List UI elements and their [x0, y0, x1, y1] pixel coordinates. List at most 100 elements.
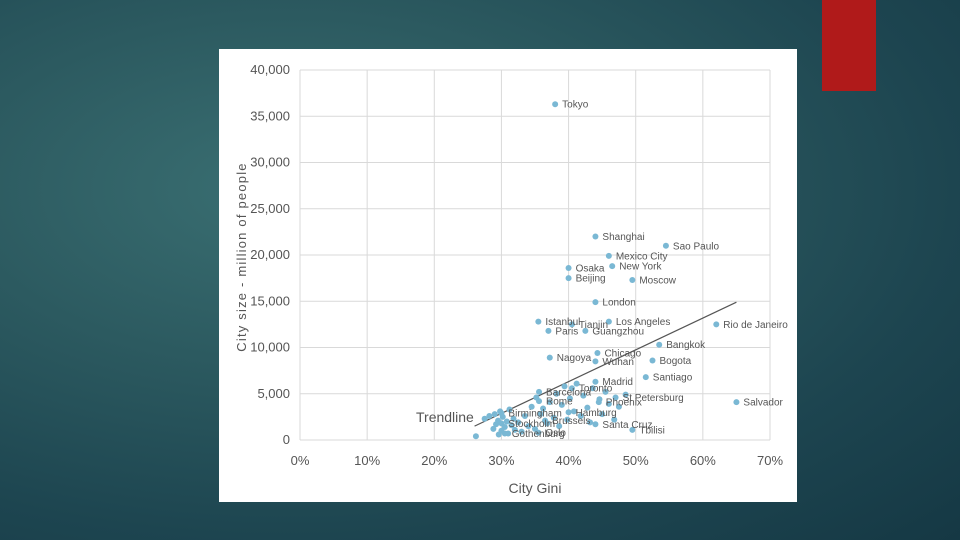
- data-point: [501, 430, 508, 437]
- point-label: Bangkok: [666, 340, 706, 351]
- data-point: [518, 428, 525, 435]
- y-tick-label: 30,000: [250, 155, 290, 170]
- scatter-chart: 0 5,000 10,000 15,000 20,000 25,000 30,000 35,0…: [234, 62, 788, 496]
- data-point: [498, 420, 505, 427]
- data-point: [615, 403, 622, 410]
- data-point: [564, 416, 571, 423]
- point-label: Barcelona: [546, 387, 591, 398]
- point-label: Osaka: [576, 263, 605, 274]
- point-label: Salvador: [743, 398, 783, 409]
- y-tick-label: 5,000: [257, 386, 290, 401]
- data-point: [535, 318, 542, 325]
- point-labels: Tokyo Shanghai Sao Paulo Mexico City Osaka Ne…: [508, 100, 788, 440]
- data-point: [662, 242, 669, 249]
- point-label: Beijing: [576, 274, 606, 285]
- data-point: [542, 417, 549, 424]
- data-point: [486, 412, 493, 419]
- data-point: [510, 415, 517, 422]
- point-label: Phoenix: [606, 398, 642, 409]
- data-point: [545, 327, 552, 334]
- y-tick-label: 25,000: [250, 201, 290, 216]
- data-point: [561, 383, 568, 390]
- data-point: [481, 415, 488, 422]
- data-point: [546, 354, 553, 361]
- data-point: [587, 419, 594, 426]
- data-point: [599, 411, 606, 418]
- point-label: Rome: [546, 397, 573, 408]
- x-tick-label: 20%: [421, 453, 447, 468]
- point-label: Rio de Janeiro: [723, 320, 788, 331]
- data-point: [568, 385, 575, 392]
- data-point: [508, 422, 515, 429]
- y-tick-label: 40,000: [250, 62, 290, 77]
- data-point: [511, 426, 518, 433]
- data-point: [565, 275, 572, 282]
- data-point: [553, 390, 560, 397]
- x-tick-label: 70%: [757, 453, 783, 468]
- data-point: [609, 263, 616, 270]
- data-point: [565, 264, 572, 271]
- data-point: [611, 416, 618, 423]
- data-point: [584, 404, 591, 411]
- data-point: [602, 388, 609, 395]
- data-point: [537, 411, 544, 418]
- point-label: Bogota: [660, 356, 692, 367]
- data-point: [556, 423, 563, 430]
- point-label: New York: [619, 262, 662, 273]
- point-label: St Petersburg: [623, 393, 684, 404]
- data-point: [506, 406, 513, 413]
- data-point: [525, 423, 532, 430]
- data-point: [612, 394, 619, 401]
- point-label: Tbilisi: [639, 425, 665, 436]
- point-label: Wuhan: [602, 357, 634, 368]
- x-tick-label: 40%: [556, 453, 582, 468]
- data-point: [629, 276, 636, 283]
- point-label: Los Angeles: [616, 317, 671, 328]
- x-tick-label: 30%: [488, 453, 514, 468]
- data-point: [605, 400, 612, 407]
- trendline-label: Trendline: [416, 409, 474, 425]
- data-point: [535, 429, 542, 436]
- point-label: Moscow: [639, 275, 676, 286]
- data-point: [546, 399, 553, 406]
- point-label: Madrid: [602, 377, 633, 388]
- y-tick-label: 20,000: [250, 247, 290, 262]
- point-label: Guangzhou: [592, 326, 644, 337]
- data-point: [515, 419, 522, 426]
- point-label: Paris: [555, 326, 578, 337]
- data-point: [577, 412, 584, 419]
- data-point: [521, 412, 528, 419]
- data-point: [594, 350, 601, 357]
- data-point: [605, 252, 612, 259]
- chart-panel: 0 5,000 10,000 15,000 20,000 25,000 30,000 35,0…: [219, 49, 797, 502]
- data-point: [565, 409, 572, 416]
- y-axis-title: City size - million of people: [234, 162, 249, 351]
- point-label: Brussels: [552, 416, 590, 427]
- data-point: [540, 405, 547, 412]
- data-point: [592, 358, 599, 365]
- point-label: Toronto: [579, 384, 613, 395]
- point-label: Tokyo: [562, 100, 589, 111]
- x-tick-label: 60%: [690, 453, 716, 468]
- data-point: [605, 318, 612, 325]
- data-point: [536, 388, 543, 395]
- y-tick-label: 35,000: [250, 108, 290, 123]
- point-label: Stockholm: [508, 419, 555, 430]
- data-point: [595, 399, 602, 406]
- data-point: [491, 411, 498, 418]
- point-label: Birmingham: [508, 409, 561, 420]
- data-point: [498, 410, 505, 417]
- point-label: Gothenburg: [512, 429, 565, 440]
- data-point: [552, 101, 559, 108]
- x-axis-title: City Gini: [509, 480, 562, 496]
- data-point: [649, 357, 656, 364]
- x-tick-label: 50%: [623, 453, 649, 468]
- data-point: [592, 378, 599, 385]
- y-tick-label: 0: [283, 432, 290, 447]
- x-axis-ticks: 0% 10% 20% 30% 40% 50% 60% 70%: [291, 453, 784, 468]
- data-point: [536, 398, 543, 405]
- data-point: [713, 321, 720, 328]
- data-point: [656, 341, 663, 348]
- data-point: [490, 425, 497, 432]
- data-point: [622, 391, 629, 398]
